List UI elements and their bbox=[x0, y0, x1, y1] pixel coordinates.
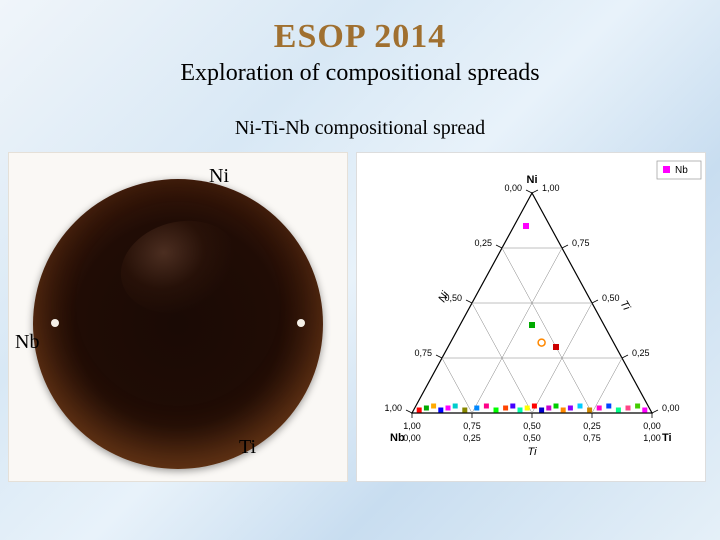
wafer-label-ti: Ti bbox=[239, 436, 256, 459]
wafer-label-ni: Ni bbox=[209, 165, 229, 188]
svg-text:0,50: 0,50 bbox=[523, 433, 541, 443]
svg-text:Nb: Nb bbox=[390, 432, 405, 444]
svg-text:0,25: 0,25 bbox=[632, 348, 650, 358]
svg-text:0,75: 0,75 bbox=[463, 421, 481, 431]
svg-text:Ti: Ti bbox=[527, 446, 537, 458]
svg-text:Ti: Ti bbox=[617, 299, 632, 313]
wafer-label-nb: Nb bbox=[15, 331, 39, 354]
svg-text:Ti: Ti bbox=[662, 432, 672, 444]
svg-text:0,00: 0,00 bbox=[643, 421, 661, 431]
svg-text:1,00: 1,00 bbox=[403, 421, 421, 431]
svg-text:0,50: 0,50 bbox=[523, 421, 541, 431]
svg-text:0,50: 0,50 bbox=[602, 293, 620, 303]
wafer-hole bbox=[297, 319, 305, 327]
svg-text:Nb: Nb bbox=[675, 165, 688, 176]
svg-text:0,00: 0,00 bbox=[662, 403, 680, 413]
wafer-disc bbox=[33, 179, 323, 469]
svg-text:0,25: 0,25 bbox=[463, 433, 481, 443]
svg-text:0,75: 0,75 bbox=[583, 433, 601, 443]
ternary-plot-panel: 0,000,250,500,751,001,000,750,500,250,00… bbox=[356, 152, 706, 482]
svg-text:Ni: Ni bbox=[527, 174, 538, 186]
svg-text:0,75: 0,75 bbox=[414, 348, 432, 358]
section-title: Ni-Ti-Nb compositional spread bbox=[0, 117, 720, 140]
slide-title: ESOP 2014 bbox=[0, 0, 720, 56]
svg-text:0,75: 0,75 bbox=[572, 238, 590, 248]
svg-text:0,00: 0,00 bbox=[504, 183, 522, 193]
svg-text:0,25: 0,25 bbox=[474, 238, 492, 248]
svg-text:1,00: 1,00 bbox=[542, 183, 560, 193]
svg-text:0,00: 0,00 bbox=[403, 433, 421, 443]
wafer-reflection bbox=[110, 208, 249, 326]
svg-text:1,00: 1,00 bbox=[384, 403, 402, 413]
content-area: Ni Nb Ti 0,000,250,500,751,001,000,750,5… bbox=[0, 152, 720, 482]
ternary-plot: 0,000,250,500,751,001,000,750,500,250,00… bbox=[357, 153, 707, 483]
svg-text:1,00: 1,00 bbox=[643, 433, 661, 443]
slide-subtitle: Exploration of compositional spreads bbox=[0, 60, 720, 87]
svg-text:0,25: 0,25 bbox=[583, 421, 601, 431]
wafer-hole bbox=[51, 319, 59, 327]
wafer-photo-panel: Ni Nb Ti bbox=[8, 152, 348, 482]
